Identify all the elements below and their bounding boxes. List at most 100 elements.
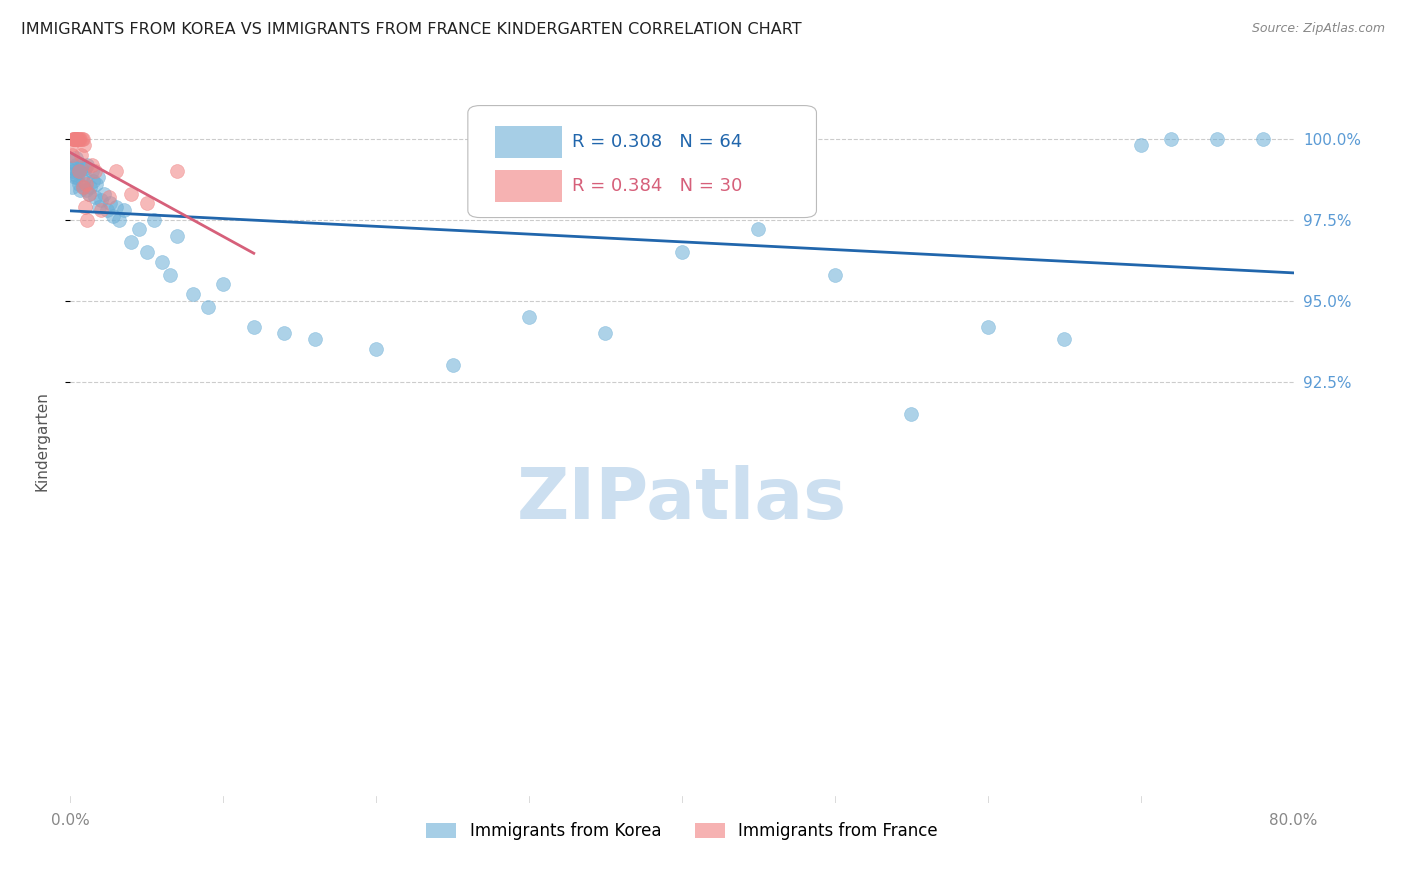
Point: [143, 212, 166, 227]
Point: [150, 254, 173, 268]
Text: R = 0.384   N = 30: R = 0.384 N = 30: [572, 177, 742, 195]
Point: [212, 277, 235, 292]
FancyBboxPatch shape: [468, 105, 817, 218]
Point: [63, 167, 86, 181]
Point: [90, 202, 112, 217]
Point: [66, 170, 89, 185]
Point: [72, 180, 94, 194]
Point: [62, 131, 84, 145]
Point: [159, 268, 181, 282]
Legend: Immigrants from Korea, Immigrants from France: Immigrants from Korea, Immigrants from F…: [418, 814, 946, 848]
Point: [65, 131, 87, 145]
FancyBboxPatch shape: [495, 170, 562, 202]
Point: [595, 326, 617, 340]
Point: [67, 164, 90, 178]
Point: [80, 164, 103, 178]
Point: [60, 180, 83, 194]
Point: [135, 245, 157, 260]
Point: [62, 161, 84, 175]
Point: [77, 186, 100, 201]
Point: [80, 157, 103, 171]
Point: [63, 131, 86, 145]
Point: [83, 164, 105, 178]
Point: [181, 287, 204, 301]
Point: [67, 164, 90, 178]
Point: [65, 157, 87, 171]
Point: [83, 190, 105, 204]
Point: [441, 359, 464, 373]
Point: [128, 222, 150, 236]
Point: [69, 183, 91, 197]
Point: [1129, 138, 1152, 153]
Point: [69, 131, 91, 145]
Point: [84, 177, 107, 191]
Point: [87, 170, 110, 185]
Point: [70, 157, 93, 171]
Point: [60, 148, 83, 162]
Point: [60, 138, 83, 153]
Point: [517, 310, 540, 324]
Point: [69, 177, 91, 191]
Point: [62, 164, 84, 178]
Point: [304, 333, 326, 347]
Point: [90, 193, 112, 207]
Text: ZIPatlas: ZIPatlas: [517, 465, 846, 533]
Point: [101, 210, 124, 224]
Point: [1251, 131, 1274, 145]
Point: [97, 190, 120, 204]
Point: [166, 228, 188, 243]
Point: [66, 164, 89, 178]
Point: [135, 196, 157, 211]
Point: [73, 200, 96, 214]
Point: [79, 180, 101, 194]
Point: [747, 222, 769, 236]
Text: R = 0.308   N = 64: R = 0.308 N = 64: [572, 133, 742, 151]
Point: [63, 170, 86, 185]
Point: [65, 131, 87, 145]
Point: [89, 200, 111, 214]
Point: [70, 148, 93, 162]
Point: [96, 202, 118, 217]
Point: [824, 268, 846, 282]
Point: [121, 235, 143, 250]
Point: [75, 183, 97, 197]
Point: [77, 186, 100, 201]
Point: [197, 300, 219, 314]
Text: IMMIGRANTS FROM KOREA VS IMMIGRANTS FROM FRANCE KINDERGARTEN CORRELATION CHART: IMMIGRANTS FROM KOREA VS IMMIGRANTS FROM…: [21, 22, 801, 37]
Point: [66, 131, 89, 145]
Point: [166, 164, 188, 178]
Point: [76, 212, 98, 227]
Point: [73, 161, 96, 175]
Point: [671, 245, 693, 260]
Point: [108, 212, 131, 227]
Point: [66, 131, 89, 145]
Point: [121, 186, 143, 201]
Point: [93, 186, 115, 201]
Point: [73, 138, 96, 153]
Point: [1206, 131, 1229, 145]
Point: [366, 342, 388, 356]
FancyBboxPatch shape: [495, 126, 562, 158]
Point: [69, 131, 91, 145]
Point: [1053, 333, 1076, 347]
Point: [73, 167, 96, 181]
Point: [82, 174, 104, 188]
Point: [72, 174, 94, 188]
Point: [62, 131, 84, 145]
Point: [70, 131, 93, 145]
Point: [63, 131, 86, 145]
Point: [105, 164, 128, 178]
Point: [243, 319, 266, 334]
Point: [98, 196, 121, 211]
Point: [70, 161, 93, 175]
Point: [60, 154, 83, 169]
Point: [105, 200, 128, 214]
Point: [273, 326, 295, 340]
Point: [65, 151, 87, 165]
Y-axis label: Kindergarten: Kindergarten: [35, 392, 49, 491]
Point: [72, 180, 94, 194]
Point: [900, 407, 922, 421]
Point: [1160, 131, 1182, 145]
Point: [72, 131, 94, 145]
Point: [75, 177, 97, 191]
